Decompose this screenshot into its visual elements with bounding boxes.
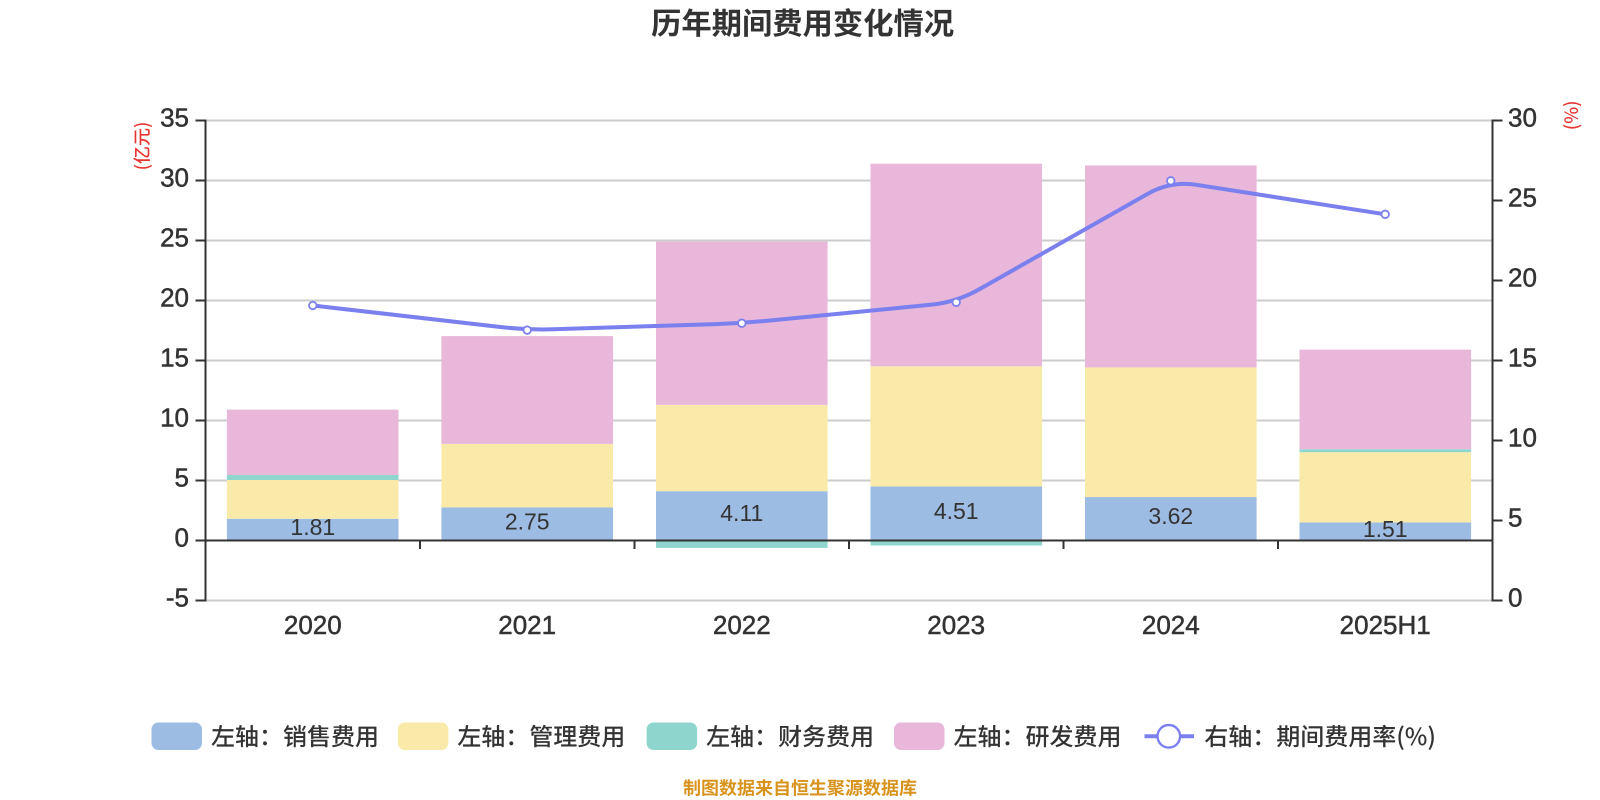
svg-text:5: 5 [1508, 503, 1522, 533]
svg-text:3.62: 3.62 [1148, 503, 1193, 529]
svg-text:-5: -5 [166, 583, 189, 613]
svg-text:10: 10 [1508, 423, 1537, 453]
svg-text:20: 20 [1508, 263, 1537, 293]
svg-text:25: 25 [1508, 183, 1537, 213]
svg-text:15: 15 [1508, 343, 1537, 373]
svg-text:2023: 2023 [927, 610, 985, 640]
svg-text:30: 30 [1508, 103, 1537, 133]
svg-text:2020: 2020 [284, 610, 342, 640]
svg-text:5: 5 [175, 463, 189, 493]
svg-text:35: 35 [160, 103, 189, 133]
svg-text:15: 15 [160, 343, 189, 373]
svg-text:4.11: 4.11 [720, 500, 763, 526]
svg-text:0: 0 [1508, 583, 1522, 613]
svg-text:1.81: 1.81 [290, 514, 335, 540]
svg-text:10: 10 [160, 403, 189, 433]
svg-text:2022: 2022 [713, 610, 771, 640]
svg-text:30: 30 [160, 163, 189, 193]
svg-text:2024: 2024 [1142, 610, 1200, 640]
svg-text:0: 0 [175, 523, 189, 553]
svg-text:2021: 2021 [498, 610, 556, 640]
svg-text:25: 25 [160, 223, 189, 253]
svg-text:20: 20 [160, 283, 189, 313]
svg-text:2025H1: 2025H1 [1340, 610, 1431, 640]
svg-text:4.51: 4.51 [934, 498, 979, 524]
svg-text:2.75: 2.75 [505, 508, 550, 534]
svg-text:1.51: 1.51 [1363, 516, 1408, 542]
